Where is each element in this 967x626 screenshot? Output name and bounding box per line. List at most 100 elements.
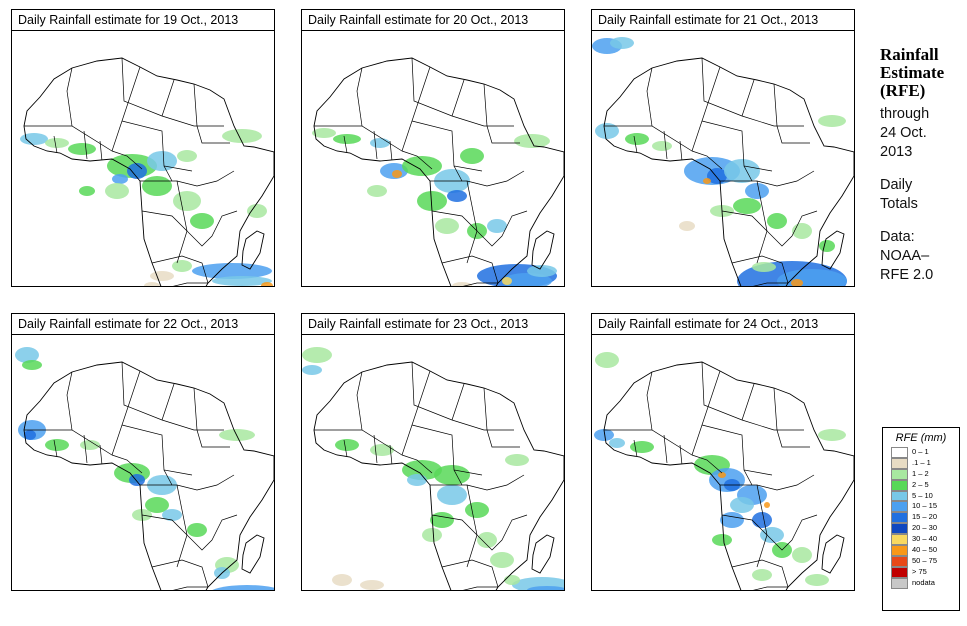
country-border [151,255,209,284]
country-border [430,170,525,187]
legend-item: > 75 [883,566,959,578]
legend-label: 20 – 30 [912,523,938,533]
sidebar-data-label: Data: [880,229,915,245]
africa-rainfall-map [302,347,564,590]
rainfall-patch [447,190,467,202]
sidebar-date-line2: 2013 [880,144,913,160]
country-border [314,66,431,152]
rainfall-patch [402,156,442,176]
rainfall-patch [435,218,459,234]
rainfall-patch [392,170,402,178]
country-border [691,150,723,170]
country-border [451,282,498,286]
country-border [140,474,235,491]
rainfall-patch [177,150,197,162]
country-border [720,170,815,187]
rainfall-patch [147,151,177,171]
rainfall-patch [502,277,512,285]
africa-rainfall-map [594,352,854,590]
country-border [356,371,363,431]
country-border [743,165,753,182]
country-border [451,419,514,431]
rainfall-panel: Daily Rainfall estimate for 19 Oct., 201… [11,9,275,287]
rainfall-patch [610,37,634,49]
legend-label: nodata [912,577,935,587]
panel-title: Daily Rainfall estimate for 19 Oct., 201… [12,10,274,31]
coastline [603,57,854,286]
country-border [176,534,188,568]
country-border [431,514,478,536]
country-border [741,115,804,127]
rainfall-patch [460,148,484,164]
rainfall-patch [527,586,564,590]
legend-swatch [891,523,908,535]
rainfall-patch [190,213,214,229]
country-borders [604,58,818,286]
country-border [343,135,348,154]
country-border [483,387,520,448]
country-border [401,150,433,170]
rainfall-patch [718,472,726,478]
africa-rainfall-map [312,57,564,286]
rainfall-patch [24,430,36,440]
africa-rainfall-map [20,57,274,286]
country-border [163,469,173,486]
rainfall-patch [505,454,529,466]
rainfall-patch [792,223,812,239]
rainfall-patch [630,441,654,453]
country-border [466,180,528,247]
country-border [741,282,788,286]
rainfall-patch [335,439,359,451]
rainfall-patch [360,580,384,590]
country-border [604,66,721,152]
legend-item: 40 – 50 [883,545,959,556]
country-border [401,454,433,474]
legend-swatch [891,534,908,546]
country-border [663,130,668,160]
country-border [756,534,768,568]
country-border [161,419,224,431]
coastline [313,57,564,286]
rainfall-patch [609,438,625,448]
country-border [99,140,103,162]
country-border [646,67,653,127]
panel-map [302,335,564,590]
rainfall-patch [20,133,48,145]
sidebar-title-line3: (RFE) [880,81,926,100]
country-border [731,559,789,588]
rainfall-patch [422,528,442,542]
country-border [721,514,768,536]
rainfall-panel: Daily Rainfall estimate for 21 Oct., 201… [591,9,855,287]
country-border [466,230,478,264]
panel-title: Daily Rainfall estimate for 20 Oct., 201… [302,10,564,31]
rainfall-patch [720,512,744,528]
rainfall-patch [68,143,96,155]
country-border [633,439,638,458]
country-border [720,474,815,491]
rainfall-patch [142,176,172,196]
legend-label: 5 – 10 [912,490,933,500]
country-border [121,58,175,117]
rainfall-patch [764,502,770,508]
country-border [373,130,378,160]
sidebar-title-line1: Rainfall [880,45,939,64]
legend-item: 20 – 30 [883,523,959,535]
legend-swatch [891,479,908,491]
rainfall-patch [792,547,812,563]
panel-map [302,31,564,286]
legend-item: 30 – 40 [883,534,959,546]
rainfall-patch [752,512,772,528]
panel-map [592,335,854,590]
sidebar-title-line2: Estimate [880,63,945,82]
rainfall-patch [192,263,272,279]
rainfall-patch [712,534,732,546]
rainfall-patch [370,138,390,148]
rainfall-patch [112,174,128,184]
country-border [483,83,520,144]
rainfall-panel: Daily Rainfall estimate for 23 Oct., 201… [301,313,565,591]
rainfall-patch [222,129,262,143]
country-border [176,230,188,264]
rainfall-patch [490,552,514,568]
rainfall-patch [791,279,803,286]
panel-title: Daily Rainfall estimate for 24 Oct., 201… [592,314,854,335]
